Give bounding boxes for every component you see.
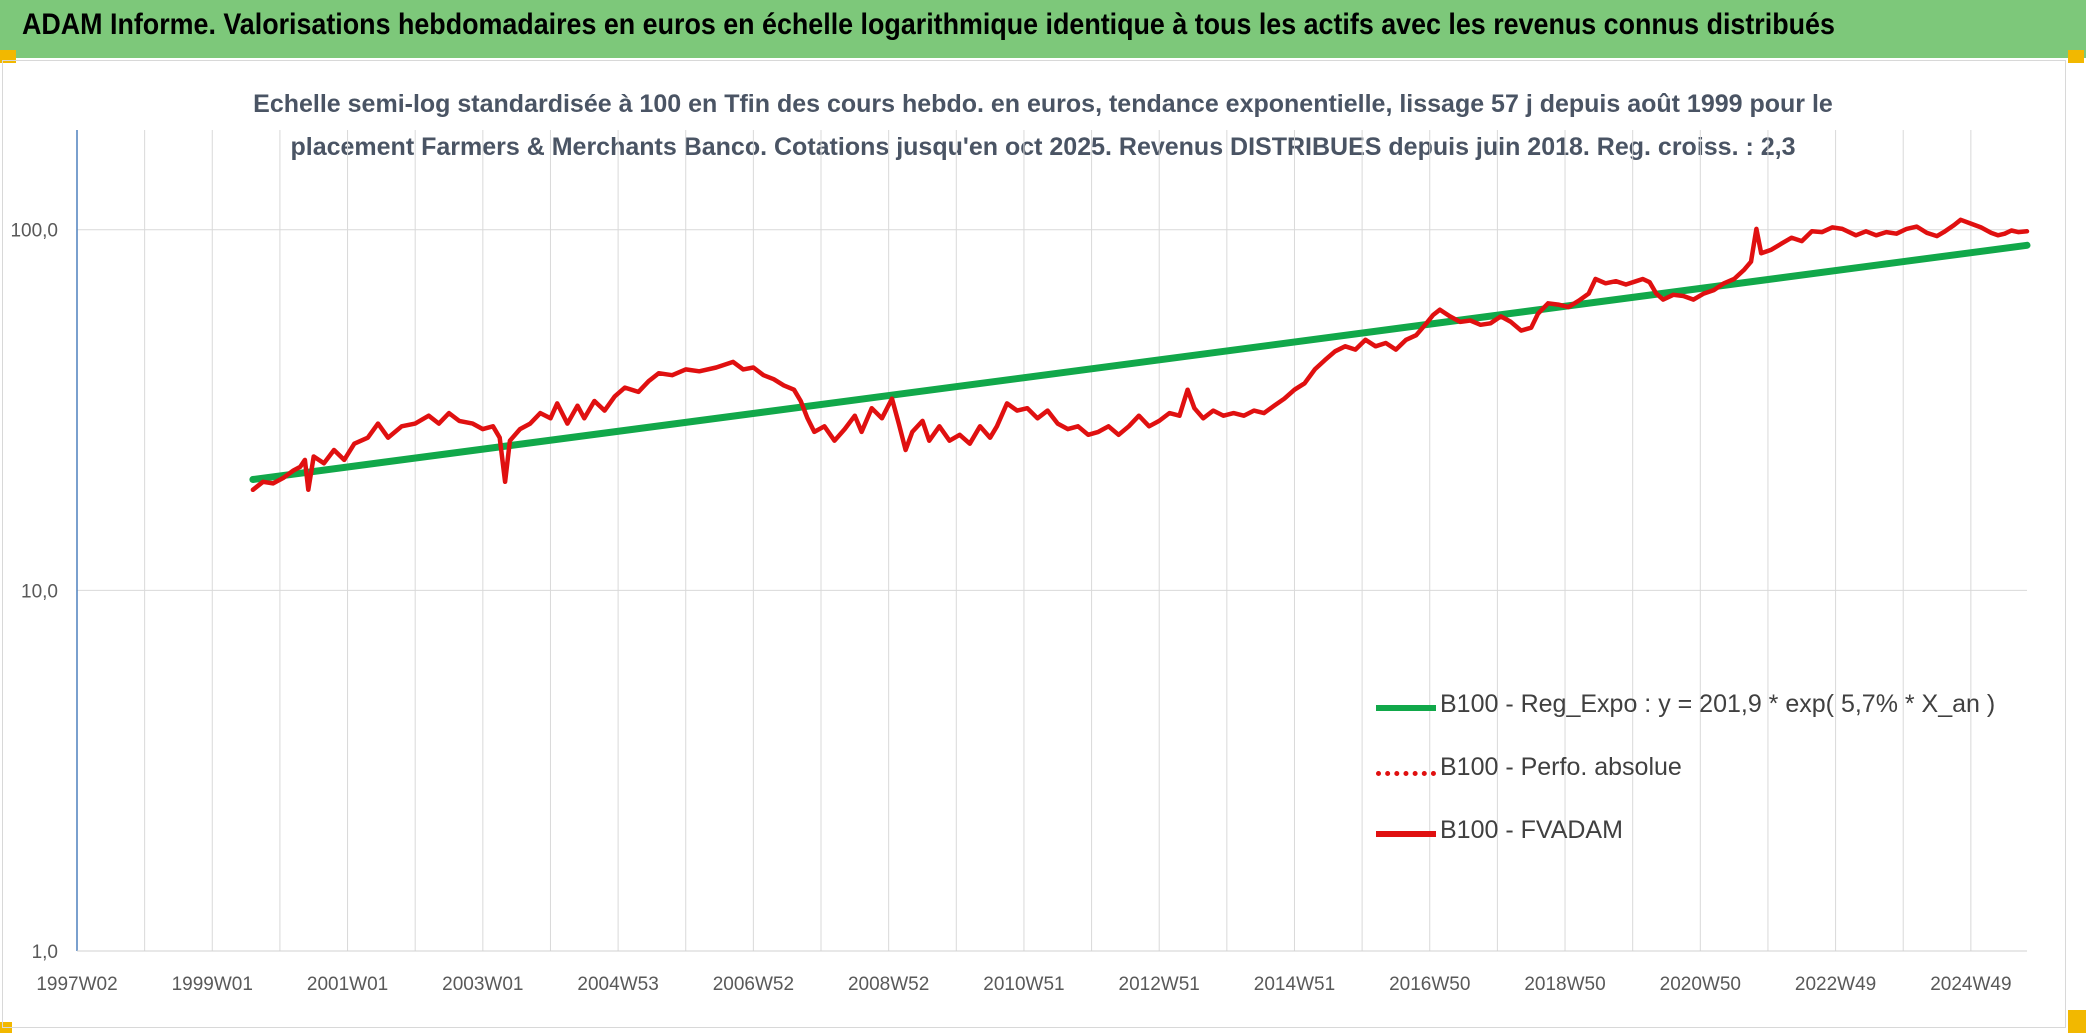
x-tick-label: 2010W51 [983, 974, 1064, 995]
corner-marker-top-left [0, 50, 16, 63]
x-tick-label: 2008W52 [848, 974, 929, 995]
x-tick-label: 2014W51 [1254, 974, 1335, 995]
x-tick-label: 2020W50 [1660, 974, 1741, 995]
chart-subtitle-line-1: Echelle semi-log standardisée à 100 en T… [253, 90, 1833, 118]
x-tick-label: 2024W49 [1930, 974, 2011, 995]
header-banner: ADAM Informe. Valorisations hebdomadaire… [0, 0, 2086, 58]
x-tick-label: 2006W52 [713, 974, 794, 995]
legend-label-regression: B100 - Reg_Expo : y = 201,9 * exp( 5,7% … [1440, 690, 1996, 718]
regression-line [249, 241, 2031, 483]
y-tick-label: 1,0 [32, 942, 58, 963]
legend-swatch-perfo-absolue [1376, 771, 1436, 776]
corner-marker-bottom-right [2068, 1010, 2086, 1033]
y-tick-label: 100,0 [10, 221, 58, 242]
x-tick-label: 1997W02 [36, 974, 117, 995]
chart-subtitle-line-2: placement Farmers & Merchants Banco. Cot… [290, 133, 1796, 161]
x-tick-label: 2022W49 [1795, 974, 1876, 995]
fvadam-line [250, 217, 2030, 493]
x-tick-label: 1999W01 [172, 974, 253, 995]
x-tick-label: 2018W50 [1524, 974, 1605, 995]
x-tick-label: 2001W01 [307, 974, 388, 995]
x-tick-label: 2004W53 [577, 974, 658, 995]
x-tick-label: 2012W51 [1119, 974, 1200, 995]
corner-marker-top-right [2068, 50, 2084, 63]
legend-swatch-fvadam [1376, 831, 1436, 837]
x-tick-label: 2003W01 [442, 974, 523, 995]
legend-swatch-regression [1376, 705, 1436, 711]
y-tick-label: 10,0 [21, 581, 58, 602]
x-tick-label: 2016W50 [1389, 974, 1470, 995]
legend-label-perfo-absolue: B100 - Perfo. absolue [1440, 753, 1682, 781]
report-title: ADAM Informe. Valorisations hebdomadaire… [22, 8, 1835, 41]
legend-label-fvadam: B100 - FVADAM [1440, 816, 1623, 844]
chart-frame [2, 60, 2066, 1028]
